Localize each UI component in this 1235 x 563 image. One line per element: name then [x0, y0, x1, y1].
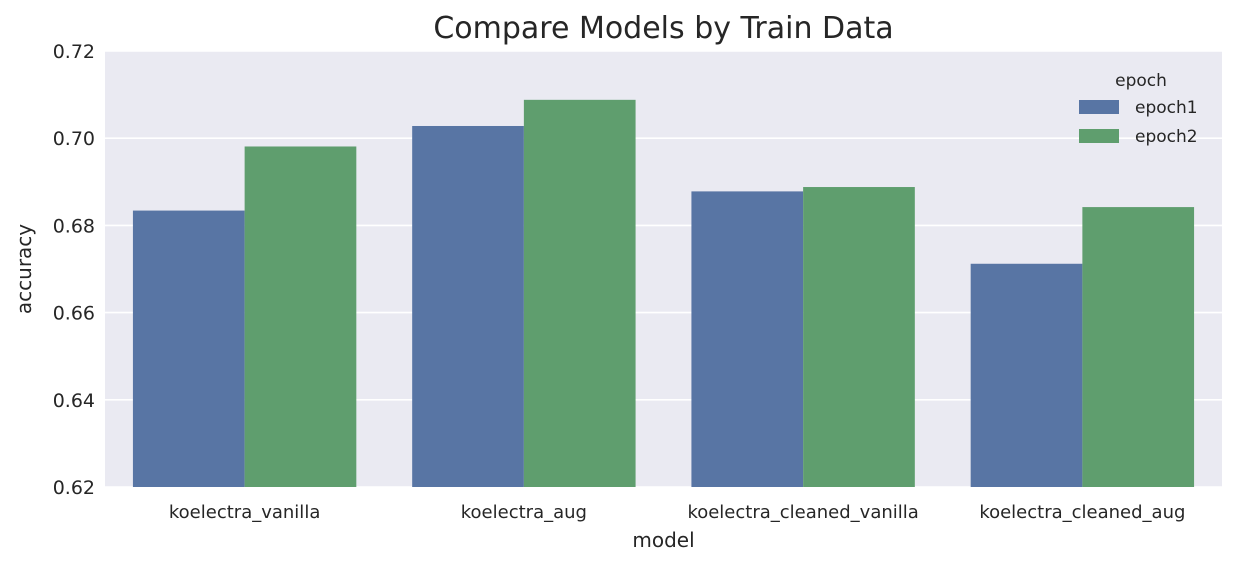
- legend-swatch-epoch2: [1079, 129, 1119, 143]
- bar-epoch1-koelectra_cleaned_aug: [970, 263, 1083, 487]
- y-tick-label: 0.66: [53, 303, 95, 325]
- x-tick-label: koelectra_cleaned_aug: [979, 502, 1185, 523]
- bar-epoch1-koelectra_cleaned_vanilla: [691, 191, 804, 487]
- legend-title: epoch: [1115, 71, 1167, 91]
- x-tick-label: koelectra_aug: [461, 502, 587, 523]
- y-tick-label: 0.62: [53, 477, 95, 499]
- x-axis-ticks: koelectra_vanilla koelectra_aug koelectra_…: [169, 502, 1186, 523]
- bar-epoch2-koelectra_vanilla: [244, 146, 357, 487]
- legend: epoch epoch1 epoch2: [1079, 71, 1198, 147]
- bar-epoch2-koelectra_aug: [523, 99, 636, 487]
- chart-title: Compare Models by Train Data: [433, 11, 893, 46]
- y-tick-label: 0.64: [53, 390, 95, 412]
- y-tick-label: 0.72: [53, 41, 95, 63]
- legend-swatch-epoch1: [1079, 100, 1119, 114]
- x-tick-label: koelectra_cleaned_vanilla: [687, 502, 918, 523]
- legend-label-epoch2: epoch2: [1135, 127, 1198, 147]
- bar-epoch1-koelectra_aug: [412, 125, 524, 487]
- y-axis-ticks: 0.62 0.64 0.66 0.68 0.70 0.72: [53, 41, 95, 499]
- bar-epoch2-koelectra_cleaned_vanilla: [803, 187, 915, 488]
- y-tick-label: 0.70: [53, 128, 95, 150]
- y-axis-label: accuracy: [12, 224, 36, 314]
- x-axis-label: model: [632, 528, 694, 552]
- legend-label-epoch1: epoch1: [1135, 98, 1198, 118]
- y-tick-label: 0.68: [53, 215, 95, 237]
- bar-epoch1-koelectra_vanilla: [132, 210, 245, 488]
- x-tick-label: koelectra_vanilla: [169, 502, 320, 523]
- bars: [132, 99, 1195, 488]
- bar-epoch2-koelectra_cleaned_aug: [1082, 207, 1195, 487]
